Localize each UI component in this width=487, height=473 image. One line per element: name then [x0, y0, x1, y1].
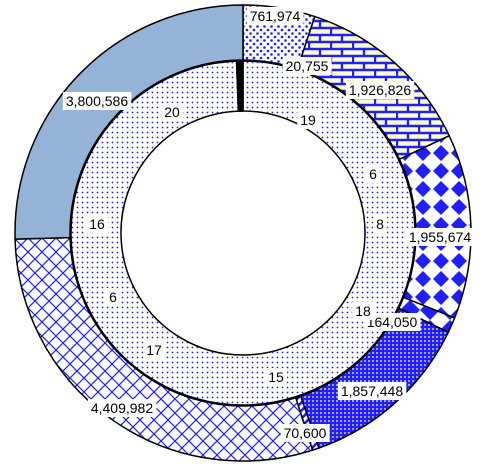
- inner-ring-value-label: 8: [376, 216, 384, 232]
- inner-ring-value-label: 6: [369, 166, 377, 182]
- outer-ring-value-label: 1,955,674: [409, 229, 471, 245]
- inner-ring-data-label: 6: [106, 288, 121, 306]
- inner-ring-value-label: 19: [300, 112, 316, 128]
- inner-ring-value-label: 18: [355, 303, 371, 319]
- inner-ring-slice-10: [241, 60, 244, 112]
- outer-ring-value-label: 4,409,982: [91, 400, 153, 416]
- inner-ring-data-label: 6: [366, 165, 381, 183]
- outer-ring-data-label: 1,926,826: [345, 81, 415, 99]
- inner-ring-value-label: 6: [109, 289, 117, 305]
- inner-ring-data-label: 17: [143, 341, 165, 359]
- inner-ring-data-label: 18: [352, 302, 374, 320]
- inner-ring-value-label: 15: [268, 369, 284, 385]
- outer-ring-data-label: 1,955,674: [405, 228, 475, 246]
- outer-ring-data-label: 761,974: [246, 7, 304, 25]
- inner-ring-data-label: 20: [161, 103, 183, 121]
- inner-ring-data-label: 16: [86, 215, 108, 233]
- inner-ring-data-label: 15: [265, 368, 287, 386]
- outer-ring-value-label: 3,800,586: [66, 93, 128, 109]
- outer-ring-data-label: 1,857,448: [337, 382, 407, 400]
- outer-ring-value-label: 70,600: [284, 425, 327, 441]
- outer-ring-data-label: 4,409,982: [87, 399, 157, 417]
- inner-ring-value-label: 20: [164, 104, 180, 120]
- inner-ring-value-label: 20,755: [286, 58, 329, 74]
- outer-ring-value-label: 164,050: [367, 314, 418, 330]
- outer-ring-value-label: 1,857,448: [341, 383, 403, 399]
- outer-ring-slice-8: [14, 4, 244, 240]
- inner-ring-data-label: 20,755: [282, 57, 332, 75]
- inner-ring-slice-1: [70, 60, 416, 406]
- inner-ring-data-label: 19: [297, 111, 319, 129]
- outer-ring-data-label: 3,800,586: [62, 92, 132, 110]
- outer-ring-data-label: 70,600: [280, 424, 330, 442]
- outer-ring-value-label: 761,974: [250, 8, 301, 24]
- outer-ring-value-label: 1,926,826: [349, 82, 411, 98]
- inner-ring-data-label: 8: [373, 215, 388, 233]
- inner-ring-value-label: 16: [89, 216, 105, 232]
- outer-ring-data-label: 164,050: [363, 313, 421, 331]
- inner-ring-value-label: 17: [146, 342, 162, 358]
